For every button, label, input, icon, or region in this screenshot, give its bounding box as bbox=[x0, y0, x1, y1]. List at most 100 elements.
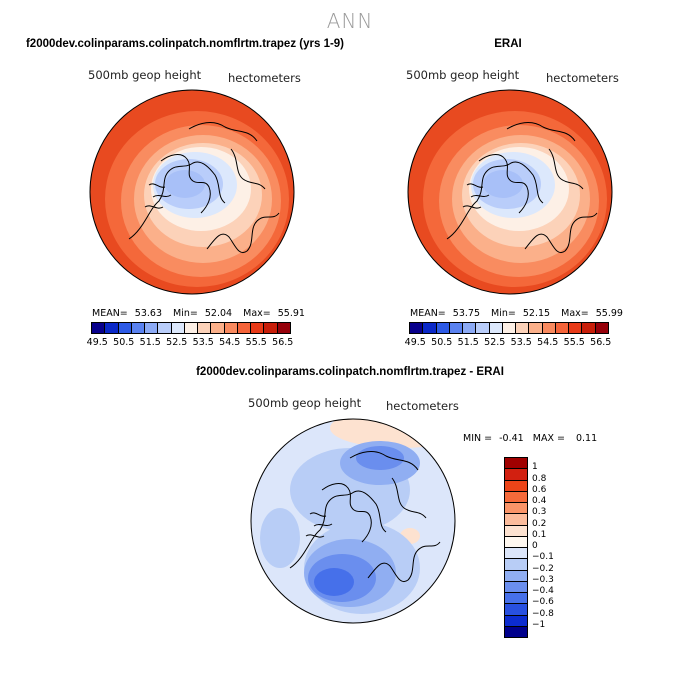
panel-2-colorbar-labels: 49.5 50.5 51.5 52.5 53.5 54.5 55.5 56.5 bbox=[402, 337, 614, 348]
colorbar-tick-label: 0.3 bbox=[532, 507, 547, 518]
coastline-path bbox=[144, 183, 172, 209]
panel-1-colorbar bbox=[91, 322, 291, 334]
colorbar-box bbox=[489, 323, 503, 333]
colorbar-box bbox=[595, 323, 608, 333]
coastline-path bbox=[188, 122, 258, 142]
panel-3-title: f2000dev.colinparams.colinpatch.nomflrtm… bbox=[196, 366, 504, 378]
colorbar-box bbox=[516, 323, 530, 333]
coastline-path bbox=[349, 451, 419, 471]
colorbar-tick-label: 55.5 bbox=[245, 337, 267, 348]
field-center bbox=[165, 170, 205, 198]
field-strong-north bbox=[356, 446, 404, 470]
colorbar-box bbox=[505, 469, 527, 481]
panel-3-colorbar bbox=[504, 457, 528, 638]
colorbar-box bbox=[505, 491, 527, 503]
colorbar-tick-label: −0.4 bbox=[532, 586, 554, 596]
panel-1-min-value: 52.04 bbox=[204, 308, 233, 319]
panel-1-stats: MEAN= 53.63 Min= 52.04 Max= 55.91 bbox=[92, 308, 305, 319]
colorbar-tick-label: 49.5 bbox=[404, 337, 426, 348]
colorbar-box bbox=[505, 536, 527, 548]
colorbar-tick-label: 50.5 bbox=[113, 337, 135, 348]
colorbar-box bbox=[198, 323, 212, 333]
colorbar-box bbox=[158, 323, 172, 333]
colorbar-tick-label: 54.5 bbox=[537, 337, 559, 348]
colorbar-box bbox=[505, 480, 527, 492]
colorbar-box bbox=[505, 626, 527, 637]
panel-3-polar-map bbox=[250, 418, 456, 624]
colorbar-tick-label: 52.5 bbox=[166, 337, 188, 348]
colorbar-box bbox=[105, 323, 119, 333]
colorbar-box bbox=[505, 581, 527, 593]
coastline-path bbox=[206, 212, 280, 253]
colorbar-box bbox=[505, 570, 527, 582]
colorbar-box bbox=[277, 323, 290, 333]
panel-2-colorbar bbox=[409, 322, 609, 334]
colorbar-tick-label: 1 bbox=[532, 462, 538, 473]
colorbar-tick-label: −0.2 bbox=[532, 563, 554, 574]
panel-1-mean-value: 53.63 bbox=[134, 308, 162, 319]
panel-1-mean-label: MEAN= bbox=[92, 308, 128, 319]
colorbar-box bbox=[184, 323, 199, 333]
coastline-path bbox=[548, 148, 584, 190]
colorbar-box bbox=[502, 323, 517, 333]
colorbar-tick-label: 51.5 bbox=[139, 337, 161, 348]
panel-2-units-label: hectometers bbox=[546, 71, 619, 85]
colorbar-box bbox=[505, 458, 527, 470]
panel-2-mean-value: 53.75 bbox=[452, 308, 480, 319]
panel-2-title: ERAI bbox=[494, 38, 522, 50]
panel-2-polar-map bbox=[407, 89, 613, 295]
colorbar-box bbox=[131, 323, 146, 333]
colorbar-box bbox=[463, 323, 477, 333]
colorbar-tick-label: 50.5 bbox=[431, 337, 453, 348]
colorbar-box bbox=[118, 323, 132, 333]
field-center bbox=[483, 170, 523, 198]
colorbar-box bbox=[264, 323, 278, 333]
colorbar-tick-label: 54.5 bbox=[219, 337, 241, 348]
coastline-path bbox=[305, 512, 333, 538]
panel-2-min-value: 52.15 bbox=[522, 308, 551, 319]
panel-1-max-label: Max= bbox=[243, 308, 271, 319]
colorbar-tick-label: 0.6 bbox=[532, 484, 547, 495]
map-field bbox=[251, 419, 455, 623]
colorbar-box bbox=[505, 548, 527, 560]
colorbar-tick-label: 53.5 bbox=[510, 337, 532, 348]
coastline-path bbox=[478, 154, 529, 214]
coastline-path bbox=[160, 154, 211, 214]
panel-3-units-label: hectometers bbox=[386, 399, 459, 413]
colorbar-box bbox=[211, 323, 225, 333]
colorbar-tick-label: −0.8 bbox=[532, 608, 554, 619]
field-deep-south bbox=[314, 568, 354, 596]
colorbar-tick-label: 0 bbox=[532, 541, 538, 551]
colorbar-box bbox=[237, 323, 252, 333]
coastline-path bbox=[230, 148, 266, 190]
colorbar-tick-label: 51.5 bbox=[457, 337, 479, 348]
colorbar-box bbox=[505, 604, 527, 616]
panel-1-min-label: Min= bbox=[173, 308, 198, 319]
map-border bbox=[89, 89, 295, 295]
panel-1-units-label: hectometers bbox=[228, 71, 301, 85]
colorbar-tick-label: 52.5 bbox=[484, 337, 506, 348]
panel-3-colorbar-labels: 1 0.8 0.6 0.4 0.3 0.2 0.1 0 −0.1 −0.2 −0.3 −0.4 −0.6… bbox=[532, 457, 572, 630]
colorbar-box bbox=[505, 593, 527, 605]
coastline-path bbox=[289, 490, 387, 569]
colorbar-tick-label: 55.5 bbox=[563, 337, 585, 348]
colorbar-box bbox=[423, 323, 437, 333]
panel-1-colorbar-labels: 49.5 50.5 51.5 52.5 53.5 54.5 55.5 56.5 bbox=[84, 337, 296, 348]
panel-1-title: f2000dev.colinparams.colinpatch.nomflrtm… bbox=[25, 38, 345, 50]
colorbar-box bbox=[505, 525, 527, 537]
panel-3-max-value: 0.11 bbox=[575, 433, 598, 444]
colorbar-box bbox=[449, 323, 464, 333]
map-border bbox=[250, 418, 456, 624]
colorbar-tick-label: 0.2 bbox=[532, 518, 547, 529]
colorbar-box bbox=[582, 323, 596, 333]
colorbar-tick-label: 0.1 bbox=[532, 529, 547, 540]
colorbar-box bbox=[436, 323, 450, 333]
panel-2-variable-label: 500mb geop height bbox=[406, 68, 520, 82]
colorbar-tick-label: 0.8 bbox=[532, 473, 547, 484]
colorbar-box bbox=[171, 323, 185, 333]
panel-3-variable-label: 500mb geop height bbox=[248, 396, 362, 410]
colorbar-box bbox=[224, 323, 238, 333]
map-border bbox=[407, 89, 613, 295]
figure-title: ANN bbox=[326, 9, 374, 33]
coastline-path bbox=[321, 483, 372, 543]
